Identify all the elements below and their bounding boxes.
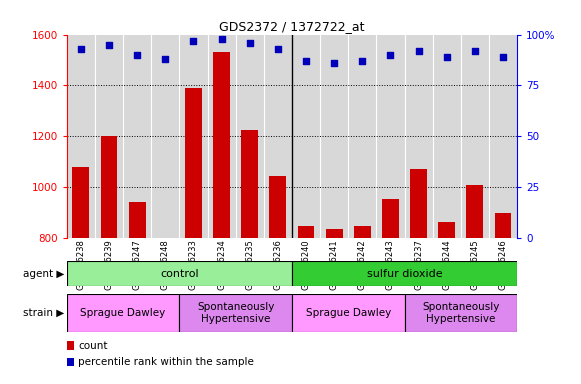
Text: count: count — [78, 341, 108, 351]
Point — [161, 56, 170, 62]
Point — [273, 46, 282, 52]
Title: GDS2372 / 1372722_at: GDS2372 / 1372722_at — [219, 20, 365, 33]
Bar — [467, 185, 483, 238]
Bar — [410, 169, 427, 238]
Point — [76, 46, 85, 52]
Bar — [494, 213, 511, 238]
Text: Spontaneously
Hypertensive: Spontaneously Hypertensive — [197, 302, 274, 324]
Text: agent ▶: agent ▶ — [23, 268, 64, 279]
Point — [329, 60, 339, 66]
Point — [442, 54, 451, 60]
Bar — [292, 261, 517, 286]
Point — [217, 36, 226, 42]
Bar — [73, 167, 89, 238]
Point — [470, 48, 479, 54]
Text: strain ▶: strain ▶ — [23, 308, 64, 318]
Bar — [292, 294, 404, 332]
Bar — [326, 229, 343, 238]
Text: Sprague Dawley: Sprague Dawley — [81, 308, 166, 318]
Bar — [241, 130, 258, 238]
Text: control: control — [160, 268, 199, 279]
Text: percentile rank within the sample: percentile rank within the sample — [78, 357, 254, 367]
Point — [132, 52, 142, 58]
Point — [358, 58, 367, 64]
Point — [498, 54, 508, 60]
Bar — [438, 222, 455, 238]
Bar — [129, 202, 146, 238]
Bar — [382, 199, 399, 238]
Point — [189, 38, 198, 44]
Point — [245, 40, 254, 46]
Text: Sprague Dawley: Sprague Dawley — [306, 308, 391, 318]
Bar — [67, 294, 180, 332]
Point — [302, 58, 311, 64]
Bar — [270, 176, 286, 238]
Bar — [213, 52, 230, 238]
Point — [386, 52, 395, 58]
Bar — [404, 294, 517, 332]
Text: sulfur dioxide: sulfur dioxide — [367, 268, 442, 279]
Bar — [185, 88, 202, 238]
Bar — [180, 294, 292, 332]
Bar — [297, 226, 314, 238]
Point — [105, 42, 114, 48]
Point — [414, 48, 423, 54]
Bar — [354, 226, 371, 238]
Text: Spontaneously
Hypertensive: Spontaneously Hypertensive — [422, 302, 500, 324]
Bar — [101, 136, 117, 238]
Bar — [67, 261, 292, 286]
